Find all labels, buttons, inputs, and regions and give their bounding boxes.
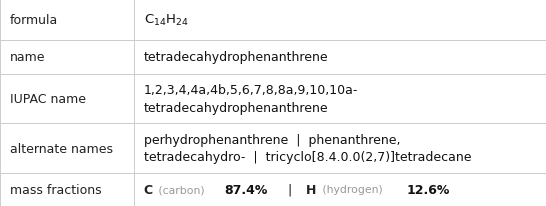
Text: formula: formula xyxy=(10,14,58,27)
Text: tetradecahydrophenanthrene: tetradecahydrophenanthrene xyxy=(144,51,328,64)
Text: mass fractions: mass fractions xyxy=(10,183,102,196)
Text: name: name xyxy=(10,51,45,64)
Text: $\mathregular{C_{14}H_{24}}$: $\mathregular{C_{14}H_{24}}$ xyxy=(144,13,188,28)
Text: 1,2,3,4,4a,4b,5,6,7,8,8a,9,10,10a-
tetradecahydrophenanthrene: 1,2,3,4,4a,4b,5,6,7,8,8a,9,10,10a- tetra… xyxy=(144,84,358,114)
Text: H: H xyxy=(306,183,316,196)
Text: |: | xyxy=(280,183,300,196)
Text: perhydrophenanthrene  |  phenanthrene,
tetradecahydro-  |  tricyclo[8.4.0.0(2,7): perhydrophenanthrene | phenanthrene, tet… xyxy=(144,133,471,164)
Text: 12.6%: 12.6% xyxy=(406,183,449,196)
Text: IUPAC name: IUPAC name xyxy=(10,92,86,105)
Text: alternate names: alternate names xyxy=(10,142,113,155)
Text: 87.4%: 87.4% xyxy=(224,183,268,196)
Text: C: C xyxy=(144,183,153,196)
Text: (carbon): (carbon) xyxy=(156,185,209,194)
Text: (hydrogen): (hydrogen) xyxy=(319,185,387,194)
